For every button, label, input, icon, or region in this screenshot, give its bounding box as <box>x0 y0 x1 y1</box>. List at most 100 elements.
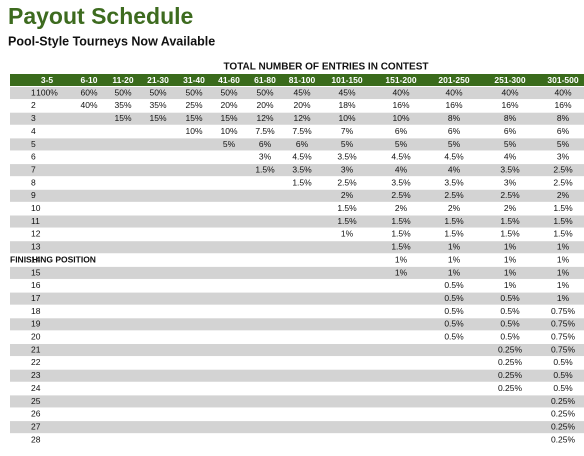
payout-cell: 0.5% <box>444 306 464 316</box>
payout-cell: 16% <box>445 100 462 110</box>
payout-cell: 1.5% <box>553 216 573 226</box>
payout-cell: 0.75% <box>551 344 576 354</box>
row-shade <box>10 112 584 125</box>
payout-cell: 1% <box>448 242 461 252</box>
position-label: 13 <box>31 242 41 252</box>
payout-cell: 2% <box>395 203 408 213</box>
position-label: 20 <box>31 332 41 342</box>
position-label: 3 <box>31 113 36 123</box>
payout-cell: 20% <box>220 100 237 110</box>
payout-cell: 3% <box>504 177 517 187</box>
payout-cell: 16% <box>392 100 409 110</box>
payout-cell: 4% <box>504 152 517 162</box>
column-header: 31-40 <box>183 75 205 85</box>
payout-cell: 2.5% <box>553 177 573 187</box>
column-header: 151-200 <box>385 75 416 85</box>
payout-cell: 45% <box>293 87 310 97</box>
payout-cell: 1% <box>395 267 408 277</box>
payout-cell: 3% <box>341 164 354 174</box>
payout-cell: 35% <box>114 100 131 110</box>
payout-cell: 2% <box>504 203 517 213</box>
payout-cell: 6% <box>557 126 570 136</box>
payout-cell: 2% <box>557 190 570 200</box>
payout-cell: 1% <box>504 280 517 290</box>
payout-cell: 6% <box>296 139 309 149</box>
row-shade <box>10 266 584 279</box>
payout-cell: 1.5% <box>444 216 464 226</box>
payout-cell: 3.5% <box>337 152 357 162</box>
payout-cell: 0.25% <box>551 421 576 431</box>
payout-cell: 1.5% <box>391 216 411 226</box>
payout-cell: 8% <box>504 113 517 123</box>
position-label: 2 <box>31 100 36 110</box>
payout-cell: 4.5% <box>292 152 312 162</box>
payout-cell: 2.5% <box>500 190 520 200</box>
payout-cell: 1% <box>504 242 517 252</box>
payout-cell: 50% <box>256 87 273 97</box>
payout-cell: 1% <box>557 267 570 277</box>
payout-cell: 60% <box>80 87 97 97</box>
payout-cell: 1.5% <box>500 229 520 239</box>
payout-cell: 0.5% <box>553 383 573 393</box>
payout-cell: 1.5% <box>444 229 464 239</box>
payout-cell: 3.5% <box>444 177 464 187</box>
payout-cell: 1% <box>557 293 570 303</box>
payout-cell: 18% <box>338 100 355 110</box>
payout-cell: 40% <box>554 87 571 97</box>
position-label: 8 <box>31 177 36 187</box>
row-shade <box>10 369 584 382</box>
payout-cell: 40% <box>501 87 518 97</box>
payout-cell: 6% <box>448 126 461 136</box>
position-label: 22 <box>31 357 41 367</box>
column-header: 41-60 <box>218 75 240 85</box>
position-label: 18 <box>31 306 41 316</box>
position-label: 28 <box>31 434 41 444</box>
payout-cell: 5% <box>341 139 354 149</box>
payout-cell: 0.75% <box>551 332 576 342</box>
payout-cell: 50% <box>114 87 131 97</box>
position-label: 15 <box>31 267 41 277</box>
payout-cell: 0.5% <box>553 357 573 367</box>
position-label: 11 <box>31 216 40 226</box>
payout-cell: 2% <box>341 190 354 200</box>
position-label: 17 <box>31 293 41 303</box>
payout-cell: 40% <box>80 100 97 110</box>
row-shade <box>10 395 584 408</box>
row-shade <box>10 318 584 331</box>
payout-cell: 2.5% <box>391 190 411 200</box>
payout-cell: 3% <box>259 152 272 162</box>
column-header: 21-30 <box>147 75 169 85</box>
payout-cell: 0.25% <box>498 357 523 367</box>
payout-cell: 1% <box>504 267 517 277</box>
payout-cell: 1.5% <box>391 242 411 252</box>
column-header: 301-500 <box>547 75 578 85</box>
payout-cell: 2% <box>448 203 461 213</box>
payout-cell: 25% <box>185 100 202 110</box>
position-label: 6 <box>31 152 36 162</box>
payout-cell: 0.5% <box>444 332 464 342</box>
column-header: 61-80 <box>254 75 276 85</box>
payout-cell: 15% <box>149 113 166 123</box>
payout-cell: 7% <box>341 126 354 136</box>
payout-cell: 4.5% <box>444 152 464 162</box>
payout-cell: 1% <box>395 254 408 264</box>
payout-cell: 0.75% <box>551 306 576 316</box>
row-shade <box>10 189 584 202</box>
payout-cell: 3.5% <box>292 164 312 174</box>
payout-cell: 40% <box>392 87 409 97</box>
payout-cell: 4.5% <box>391 152 411 162</box>
payout-cell: 1% <box>448 267 461 277</box>
column-header: 81-100 <box>289 75 316 85</box>
position-label: 16 <box>31 280 41 290</box>
payout-cell: 0.25% <box>551 409 576 419</box>
payout-cell: 100% <box>36 87 58 97</box>
column-header: 251-300 <box>494 75 525 85</box>
row-axis-label: FINISHING POSITION <box>10 254 96 264</box>
payout-cell: 50% <box>149 87 166 97</box>
payout-cell: 1.5% <box>500 216 520 226</box>
position-label: 24 <box>31 383 41 393</box>
payout-cell: 0.5% <box>500 319 520 329</box>
payout-cell: 15% <box>185 113 202 123</box>
payout-cell: 1% <box>341 229 354 239</box>
